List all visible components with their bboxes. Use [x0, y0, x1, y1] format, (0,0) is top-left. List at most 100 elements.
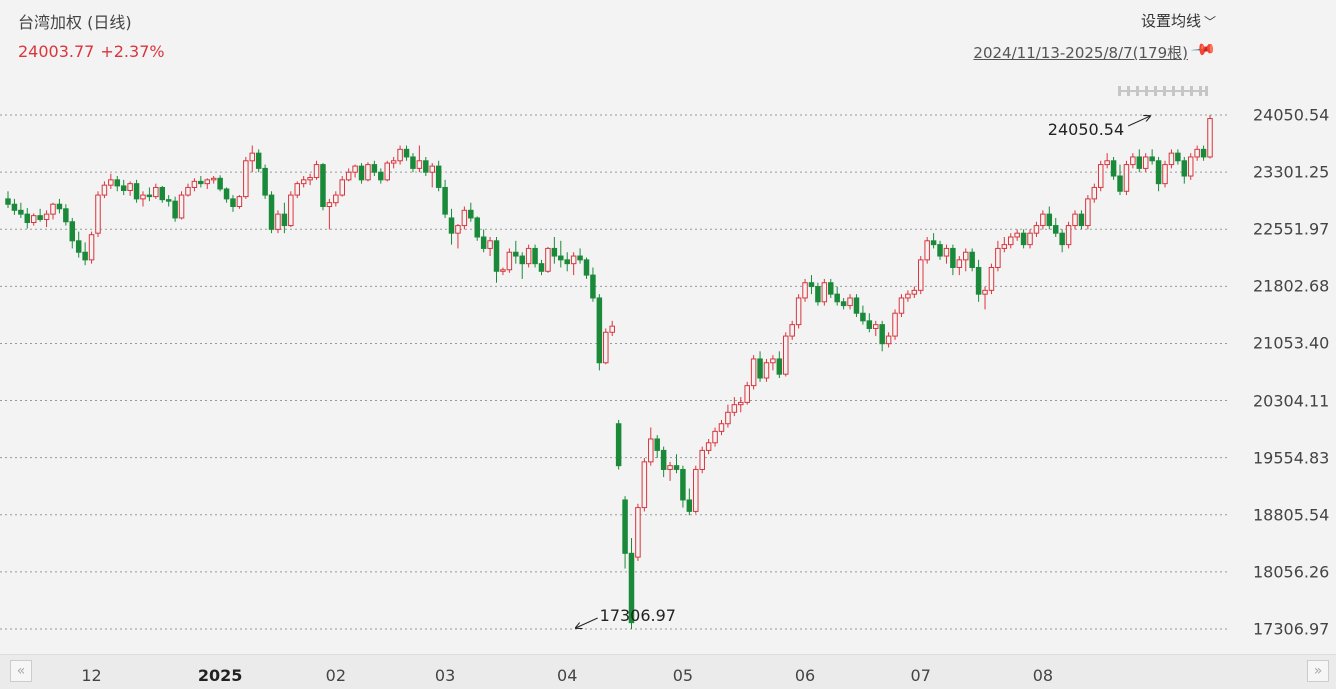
candle-body [108, 179, 114, 186]
candle-body [352, 165, 358, 173]
candle-body [1059, 232, 1065, 246]
date-range-link[interactable]: 2024/11/13-2025/8/7(179根) [973, 44, 1188, 62]
candle [744, 381, 750, 405]
candle-body [545, 247, 551, 272]
candle-body [821, 282, 828, 303]
candle-body [88, 234, 95, 261]
candle-body [172, 200, 178, 219]
y-tick-label: 21053.40 [1253, 333, 1330, 353]
candle [300, 176, 307, 188]
candle-body [30, 215, 37, 224]
candle [172, 196, 178, 222]
candle-body [435, 165, 442, 188]
candle-body [950, 247, 956, 268]
candle [43, 210, 50, 228]
candle [519, 252, 525, 279]
candle [88, 231, 95, 264]
candle [667, 461, 673, 481]
grid-lines [0, 114, 1230, 630]
candle [847, 294, 853, 310]
candle [866, 313, 873, 333]
candle-body [1027, 232, 1033, 246]
candle [712, 427, 718, 447]
y-tick-label: 24050.54 [1253, 105, 1330, 125]
candle [384, 160, 390, 182]
candle [705, 438, 712, 455]
candle [455, 224, 461, 249]
candle [1078, 210, 1085, 230]
candle [1072, 210, 1078, 230]
candle [18, 202, 24, 218]
candle-body [519, 255, 525, 265]
candle [525, 244, 532, 268]
candles [5, 115, 1213, 629]
ma-setting-label: 设置均线 [1140, 12, 1201, 30]
candle [1175, 149, 1181, 165]
candle [198, 176, 204, 188]
candle [995, 240, 1001, 272]
ma-setting-button[interactable]: 设置均线 ﹀ [1141, 10, 1216, 31]
candle [82, 242, 88, 266]
candle [1014, 229, 1020, 241]
candle-body [622, 499, 628, 554]
candle [718, 419, 725, 436]
y-tick-label: 19554.83 [1253, 448, 1330, 468]
candle-body [1065, 225, 1072, 246]
candle [879, 320, 885, 352]
double-chevron-right-icon[interactable]: » [1307, 660, 1329, 682]
candle [236, 195, 243, 209]
y-tick-label: 22551.97 [1253, 219, 1330, 239]
candle-body [930, 240, 937, 246]
candle-body [249, 152, 256, 162]
candle-body [210, 177, 217, 181]
candle [834, 286, 840, 306]
candle [120, 179, 127, 196]
candle [11, 198, 18, 215]
candle-body [1001, 244, 1008, 249]
candle-body [1117, 175, 1123, 192]
candle-body [230, 198, 236, 208]
candle-body [770, 358, 776, 364]
candle-body [789, 324, 795, 337]
candle [609, 320, 615, 337]
candle [821, 278, 828, 306]
candle [255, 149, 262, 173]
candle-body [127, 183, 133, 191]
candle [140, 191, 146, 207]
candle [500, 267, 506, 276]
candle [333, 191, 339, 207]
candle [1046, 206, 1053, 230]
annotation-label: 24050.54 [1048, 120, 1124, 139]
candle-body [577, 255, 583, 261]
candle-body [763, 362, 770, 379]
candle [635, 503, 641, 561]
candle [558, 240, 564, 268]
candle-body [988, 266, 995, 291]
candle [1136, 149, 1143, 173]
double-chevron-left-icon[interactable]: « [10, 660, 32, 682]
candle [448, 208, 455, 245]
candle [390, 156, 397, 169]
candle-body [165, 199, 172, 202]
candle [307, 173, 313, 186]
candle-body [500, 269, 506, 272]
candle [808, 275, 815, 295]
candle [1104, 153, 1110, 169]
candle [892, 309, 898, 340]
candle [860, 305, 866, 325]
candle-body [905, 293, 911, 299]
candle-body [840, 301, 847, 307]
candle [165, 195, 172, 207]
candle-body [1033, 225, 1040, 234]
range-slider[interactable] [1118, 86, 1208, 96]
candle-body [82, 251, 88, 261]
timeline-navigator[interactable] [0, 654, 1336, 689]
x-tick-label: 04 [557, 666, 578, 685]
candle [487, 236, 493, 257]
candle-body [1130, 156, 1136, 166]
candle-body [532, 247, 538, 265]
candle-body [371, 164, 378, 173]
candle-body [223, 188, 230, 200]
candle-body [153, 186, 159, 198]
